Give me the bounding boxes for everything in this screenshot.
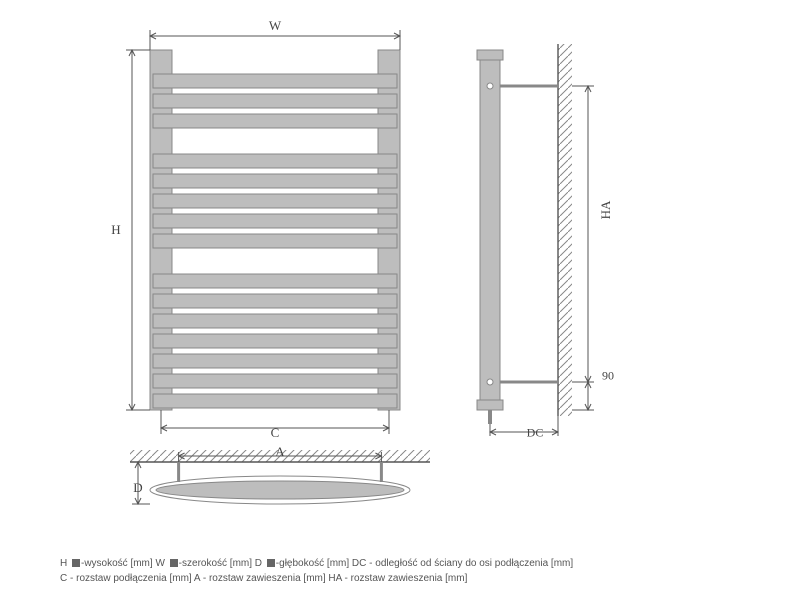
label-HA: HA bbox=[598, 201, 614, 220]
technical-drawing bbox=[0, 0, 800, 600]
label-A: A bbox=[275, 444, 284, 460]
legend: H -wysokość [mm] W -szerokość [mm] D -gł… bbox=[60, 556, 740, 586]
legend-line2: C - rozstaw podłączenia [mm] A - rozstaw… bbox=[60, 571, 740, 586]
label-DC: DC bbox=[527, 426, 544, 441]
legend-line1: H -wysokość [mm] W -szerokość [mm] D -gł… bbox=[60, 556, 740, 571]
label-W: W bbox=[269, 18, 281, 34]
label-90: 90 bbox=[602, 369, 614, 384]
label-H: H bbox=[111, 222, 120, 238]
label-D: D bbox=[133, 480, 142, 496]
label-C: C bbox=[271, 425, 280, 441]
